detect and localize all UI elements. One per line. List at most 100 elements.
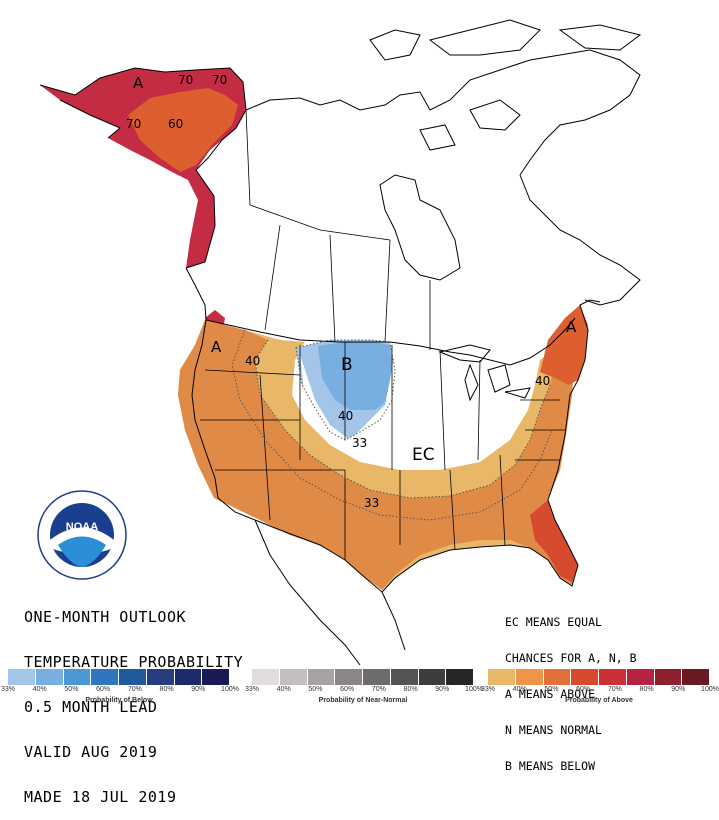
legend-tick-label: 50% (308, 686, 323, 693)
legend-tick-label: 80% (403, 686, 418, 693)
legend-swatch (363, 669, 391, 685)
legend-swatch (626, 669, 655, 685)
legend-swatch (146, 669, 175, 685)
alaska-60-label: 60 (168, 117, 183, 131)
legend-title-below: Probability of Below (85, 697, 153, 704)
east-40-label: 40 (535, 374, 550, 388)
legend-bar-near-normal (252, 669, 474, 685)
legend-tick-label: 33% (480, 686, 496, 693)
title-line: VALID AUG 2019 (24, 743, 158, 761)
legend-swatch (252, 669, 280, 685)
noaa-logo: NOAA (37, 490, 127, 580)
geographic-outlines (39, 19, 642, 666)
central-ec-label: EC (412, 445, 435, 465)
alaska-70b-label: 70 (212, 73, 227, 87)
south-33-label: 33 (364, 496, 379, 510)
note-line: N MEANS NORMAL (505, 723, 602, 737)
legend-swatch (119, 669, 147, 685)
legend-tick-label: 70% (607, 686, 622, 693)
legend-swatch (174, 669, 203, 685)
legend-swatch (8, 669, 36, 685)
legend-swatch (307, 669, 336, 685)
legend-swatch (202, 669, 230, 685)
northwest-40-label: 40 (245, 354, 260, 368)
northwest-a-label: A (211, 338, 222, 356)
legend-swatch (654, 669, 683, 685)
east-above-50-region (540, 305, 588, 385)
legend-tick-label: 33% (244, 686, 260, 693)
labrador-coast (519, 174, 641, 306)
legend-tick-label: 60% (576, 686, 591, 693)
arctic-islands (369, 19, 642, 151)
alaska-a-label: A (133, 74, 144, 92)
note-line: CHANCES FOR A, N, B (505, 651, 637, 665)
below-50-region (318, 342, 392, 410)
legend-swatch (390, 669, 419, 685)
plains-33-label: 33 (352, 436, 367, 450)
legend-swatch (446, 669, 474, 685)
probability-shading (40, 68, 588, 590)
legend-tick-label: 40% (276, 686, 291, 693)
northeast-a-label: A (566, 318, 577, 336)
legend-tick-label: 33% (0, 686, 16, 693)
title-line: TEMPERATURE PROBABILITY (24, 653, 244, 671)
note-line: B MEANS BELOW (505, 759, 596, 773)
legend-swatch (63, 669, 92, 685)
west-coast (185, 267, 256, 521)
legend-swatch (515, 669, 544, 685)
legend-ticks-near-normal: 33% 40% 50% 60% 70% 80% 90% 100% (245, 686, 483, 696)
legend-tick-label: 90% (671, 686, 686, 693)
east-coast (547, 299, 601, 501)
legend-ticks-above: 33% 40% 50% 60% 70% 80% 90% 100% (481, 686, 719, 696)
arctic-coast (245, 49, 641, 176)
legend-bar-below (8, 669, 230, 685)
legend-tick-label: 70% (127, 686, 142, 693)
alaska-70c-label: 70 (126, 117, 141, 131)
legend-swatch (35, 669, 64, 685)
legend-tick-label: 50% (64, 686, 79, 693)
legend-swatch (335, 669, 363, 685)
internal-borders (200, 109, 565, 560)
legend-swatch (279, 669, 308, 685)
above-40-contour (231, 329, 553, 521)
ec-region (300, 350, 532, 468)
mexico-outline (254, 519, 406, 666)
legend-tick-label: 80% (159, 686, 174, 693)
legend-bar-above (488, 669, 710, 685)
legend-swatch (571, 669, 599, 685)
legend-swatch (682, 669, 710, 685)
legend-swatch (91, 669, 119, 685)
below-40-contour (295, 339, 396, 441)
noaa-logo-text: NOAA (66, 521, 98, 533)
outlook-map: A 70 70 70 60 A 40 B 40 33 EC 33 A 40 NO… (37, 19, 642, 666)
alaska-70a-label: 70 (178, 73, 193, 87)
plains-b-label: B (341, 355, 353, 375)
title-line: ONE-MONTH OUTLOOK (24, 608, 187, 626)
hudson-bay (379, 174, 461, 281)
legend-tick-label: 50% (544, 686, 559, 693)
legend-title-above: Probability of Above (565, 697, 633, 704)
legend-tick-label: 90% (191, 686, 206, 693)
legend-tick-label: 60% (96, 686, 111, 693)
legend-tick-label: 100% (465, 686, 483, 693)
above-40-region (178, 320, 578, 590)
plains-40-label: 40 (338, 409, 353, 423)
contour-lines (231, 329, 553, 521)
title-line: MADE 18 JUL 2019 (24, 788, 177, 806)
legend-ticks-below: 33% 40% 50% 60% 70% 80% 90% 100% (1, 686, 239, 696)
legend-swatch (599, 669, 627, 685)
legend-swatch (543, 669, 572, 685)
alaska-above-60-shading (128, 88, 238, 172)
above-33-contour (254, 339, 551, 499)
legend-swatch (488, 669, 516, 685)
note-line: A MEANS ABOVE (505, 687, 596, 701)
legend-title-near-normal: Probability of Near-Normal (318, 697, 408, 704)
legend-tick-label: 40% (512, 686, 527, 693)
legend-swatch (418, 669, 447, 685)
legend-tick-label: 70% (371, 686, 386, 693)
canada-us-border (205, 317, 576, 366)
legend-tick-label: 90% (435, 686, 450, 693)
legend-tick-label: 100% (221, 686, 239, 693)
map-labels: A 70 70 70 60 A 40 B 40 33 EC 33 A 40 (126, 73, 577, 510)
legend-tick-label: 40% (32, 686, 47, 693)
